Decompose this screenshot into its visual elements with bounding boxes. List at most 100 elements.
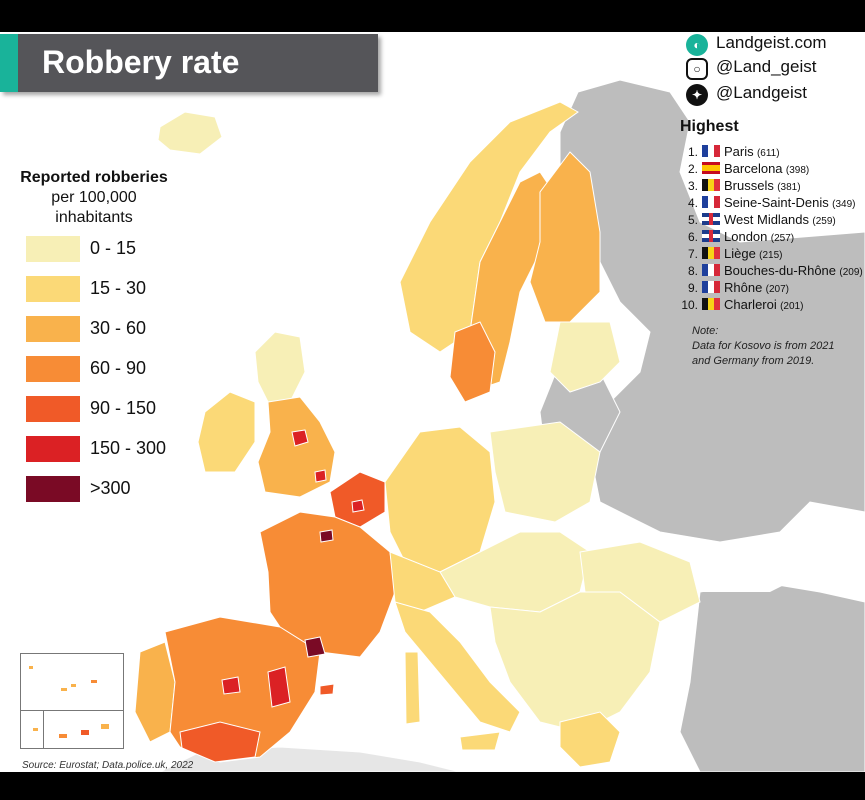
region-value: (215)	[759, 250, 783, 261]
flag-icon	[702, 264, 720, 276]
region-value: (201)	[780, 301, 804, 312]
rank-number: 9.	[687, 281, 698, 295]
ranking-item: 9. Rhône (207)	[680, 280, 789, 296]
legend-title-line2: per 100,000	[51, 189, 137, 206]
iceland-region	[157, 111, 223, 155]
region-name: Bouches-du-Rhône	[724, 263, 837, 278]
twitter-text: @Landgeist	[716, 83, 807, 102]
barcelona-region	[304, 636, 326, 658]
inset-island	[33, 728, 38, 731]
legend-swatch	[26, 476, 80, 502]
ranking-item: 5. West Midlands (259)	[680, 212, 836, 228]
source-text: Source: Eurostat; Data.police.uk, 2022	[22, 760, 194, 771]
flag-icon	[702, 230, 720, 242]
flag-icon	[702, 145, 720, 157]
flag-icon	[702, 162, 720, 174]
legend-label: 0 - 15	[90, 238, 137, 258]
flag-icon	[702, 196, 720, 208]
region-value: (257)	[770, 233, 795, 244]
ranking-item: 7. Liège (215)	[680, 246, 783, 262]
england-region	[257, 396, 336, 498]
instagram-text: @Land_geist	[716, 57, 817, 76]
map-canvas: Robbery rate Reported robberies per 100,…	[0, 32, 865, 772]
title-accent	[0, 34, 18, 92]
portugal-region	[134, 641, 176, 743]
legend-label: >300	[90, 478, 131, 498]
inset-island	[101, 724, 109, 729]
spain-south-region	[179, 721, 261, 763]
inset-map	[20, 653, 124, 749]
legend-label: 30 - 60	[90, 318, 147, 338]
region-name: Paris	[724, 144, 754, 159]
title-bar: Robbery rate	[0, 34, 378, 92]
legend-item: 150 - 300	[26, 436, 196, 462]
ranking-item: 1. Paris (611)	[680, 144, 780, 160]
inset-island	[81, 730, 89, 735]
scotland-region	[254, 331, 306, 403]
map-title: Robbery rate	[42, 44, 240, 80]
rank-number: 4.	[687, 196, 698, 210]
flag-icon	[702, 298, 720, 310]
ireland-region	[197, 391, 256, 473]
legend-item: 90 - 150	[26, 396, 196, 422]
legend-label: 150 - 300	[90, 438, 167, 458]
iberia-regions	[134, 616, 326, 763]
mainland-regions	[259, 421, 800, 768]
legend-swatch	[26, 236, 80, 262]
region-value: (259)	[812, 216, 836, 227]
flag-icon	[702, 213, 720, 225]
rank-number: 6.	[687, 230, 698, 244]
rank-number: 5.	[687, 213, 698, 227]
black-sea	[690, 552, 800, 592]
balkans-region	[489, 591, 661, 733]
region-name: Rhône	[724, 280, 763, 295]
legend-label: 15 - 30	[90, 278, 147, 298]
region-value: (611)	[756, 148, 780, 159]
rank-number: 2.	[687, 162, 698, 176]
legend-title: Reported robberies per 100,000 inhabitan…	[6, 168, 182, 228]
region-name: Barcelona	[724, 161, 783, 176]
region-name: Charleroi	[724, 297, 777, 312]
inset-divider	[43, 710, 44, 748]
note: Note: Data for Kosovo is from 2021 and G…	[692, 324, 862, 369]
ranking-item: 10. Charleroi (201)	[680, 297, 803, 313]
ranking-item: 2. Barcelona (398)	[680, 161, 809, 177]
legend-item: 60 - 90	[26, 356, 196, 382]
legend-swatch	[26, 356, 80, 382]
globe-icon: ◐	[686, 34, 708, 56]
ranking-item: 3. Brussels (381)	[680, 178, 801, 194]
legend-item: 30 - 60	[26, 316, 196, 342]
no-data-regions	[159, 79, 865, 772]
inset-island	[91, 680, 97, 683]
poland-region	[489, 421, 601, 523]
legend-item: >300	[26, 476, 196, 502]
region-value: (207)	[765, 284, 790, 295]
region-name: Brussels	[724, 178, 774, 193]
alps-region	[389, 551, 456, 613]
inset-divider	[21, 710, 123, 711]
flag-icon	[702, 247, 720, 259]
rank-number: 10.	[681, 298, 698, 312]
region-name: West Midlands	[724, 212, 810, 227]
sicily	[459, 731, 501, 751]
paris-region	[319, 529, 334, 543]
note-line2: Data for Kosovo is from 2021	[692, 340, 835, 352]
region-name: London	[724, 229, 768, 244]
inset-islands	[29, 666, 109, 738]
brussels-region	[351, 499, 365, 513]
website-text: Landgeist.com	[716, 33, 827, 52]
madrid-region	[221, 676, 241, 695]
scandinavia-regions	[399, 101, 621, 403]
legend-swatch	[26, 276, 80, 302]
instagram-icon: ○	[686, 58, 708, 80]
note-line1: Note:	[692, 325, 719, 337]
corsica-sardinia	[404, 651, 421, 725]
british-isles-regions	[197, 331, 336, 498]
region-value: (398)	[785, 165, 810, 176]
finland-region	[529, 151, 601, 323]
region-name: Liège	[724, 246, 756, 261]
legend-label: 90 - 150	[90, 398, 157, 418]
inset-island	[59, 734, 67, 738]
ranking-item: 4. Seine-Saint-Denis (349)	[680, 195, 856, 211]
baltic-region	[549, 321, 621, 393]
